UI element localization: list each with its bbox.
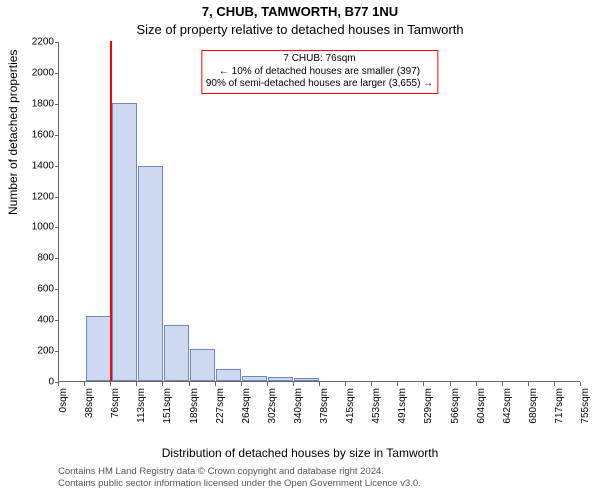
x-tick-label: 642sqm: [502, 388, 513, 438]
x-tick-mark: [293, 382, 294, 386]
y-tick-mark: [55, 227, 59, 228]
x-tick-mark: [215, 382, 216, 386]
y-tick-label: 1800: [22, 98, 54, 109]
x-tick-mark: [528, 382, 529, 386]
y-tick-label: 2000: [22, 67, 54, 78]
x-tick-mark: [397, 382, 398, 386]
y-tick-label: 800: [22, 253, 54, 264]
x-tick-label: 189sqm: [189, 388, 200, 438]
x-tick-label: 415sqm: [345, 388, 356, 438]
x-tick-mark: [554, 382, 555, 386]
x-axis-label: Distribution of detached houses by size …: [0, 446, 600, 460]
histogram-bar: [242, 376, 267, 381]
x-tick-label: 755sqm: [580, 388, 591, 438]
x-tick-label: 227sqm: [215, 388, 226, 438]
y-axis-label: Number of detached properties: [6, 50, 20, 215]
x-tick-mark: [162, 382, 163, 386]
x-tick-label: 491sqm: [397, 388, 408, 438]
histogram-bar: [112, 103, 137, 381]
annotation-line-2: ← 10% of detached houses are smaller (39…: [206, 66, 433, 79]
x-tick-label: 340sqm: [293, 388, 304, 438]
x-tick-mark: [110, 382, 111, 386]
x-tick-mark: [502, 382, 503, 386]
y-tick-label: 1400: [22, 160, 54, 171]
x-tick-mark: [84, 382, 85, 386]
x-tick-mark: [189, 382, 190, 386]
y-tick-mark: [55, 166, 59, 167]
y-tick-mark: [55, 42, 59, 43]
footer-line-2: Contains public sector information licen…: [58, 478, 421, 490]
x-tick-mark: [136, 382, 137, 386]
histogram-bar: [86, 316, 111, 381]
y-tick-mark: [55, 135, 59, 136]
annotation-box: 7 CHUB: 76sqm ← 10% of detached houses a…: [201, 50, 438, 94]
histogram-bar: [138, 166, 163, 381]
histogram-bar: [164, 325, 189, 381]
x-tick-mark: [371, 382, 372, 386]
footer-attribution: Contains HM Land Registry data © Crown c…: [58, 466, 421, 490]
x-tick-label: 566sqm: [450, 388, 461, 438]
x-tick-label: 680sqm: [528, 388, 539, 438]
x-tick-mark: [267, 382, 268, 386]
page-title-line2: Size of property relative to detached ho…: [0, 22, 600, 37]
y-tick-label: 200: [22, 346, 54, 357]
histogram-bar: [294, 378, 319, 381]
x-tick-mark: [450, 382, 451, 386]
y-tick-label: 2200: [22, 37, 54, 48]
x-tick-mark: [58, 382, 59, 386]
x-tick-label: 76sqm: [110, 388, 121, 438]
y-tick-label: 1600: [22, 129, 54, 140]
y-tick-label: 400: [22, 315, 54, 326]
y-tick-mark: [55, 104, 59, 105]
x-tick-label: 38sqm: [84, 388, 95, 438]
y-tick-mark: [55, 289, 59, 290]
x-tick-label: 0sqm: [58, 388, 69, 438]
x-tick-label: 113sqm: [136, 388, 147, 438]
x-tick-label: 717sqm: [554, 388, 565, 438]
x-tick-label: 529sqm: [423, 388, 434, 438]
x-tick-mark: [345, 382, 346, 386]
x-tick-mark: [319, 382, 320, 386]
x-tick-mark: [476, 382, 477, 386]
x-tick-label: 378sqm: [319, 388, 330, 438]
y-tick-label: 1200: [22, 191, 54, 202]
x-tick-label: 264sqm: [241, 388, 252, 438]
y-tick-mark: [55, 351, 59, 352]
histogram-bar: [216, 369, 241, 381]
annotation-line-1: 7 CHUB: 76sqm: [206, 53, 433, 66]
y-tick-label: 1000: [22, 222, 54, 233]
x-tick-label: 302sqm: [267, 388, 278, 438]
page-title-line1: 7, CHUB, TAMWORTH, B77 1NU: [0, 4, 600, 19]
histogram-bar: [190, 349, 215, 381]
chart-plot-area: 7 CHUB: 76sqm ← 10% of detached houses a…: [58, 42, 580, 382]
y-tick-label: 600: [22, 284, 54, 295]
y-tick-mark: [55, 258, 59, 259]
x-tick-label: 604sqm: [476, 388, 487, 438]
footer-line-1: Contains HM Land Registry data © Crown c…: [58, 466, 421, 478]
x-tick-mark: [241, 382, 242, 386]
y-tick-label: 0: [22, 377, 54, 388]
y-tick-mark: [55, 320, 59, 321]
x-tick-label: 453sqm: [371, 388, 382, 438]
x-tick-mark: [423, 382, 424, 386]
annotation-line-3: 90% of semi-detached houses are larger (…: [206, 78, 433, 91]
y-tick-mark: [55, 73, 59, 74]
x-tick-mark: [580, 382, 581, 386]
property-marker-line: [110, 41, 112, 381]
histogram-bar: [268, 377, 293, 381]
y-tick-mark: [55, 197, 59, 198]
x-tick-label: 151sqm: [162, 388, 173, 438]
